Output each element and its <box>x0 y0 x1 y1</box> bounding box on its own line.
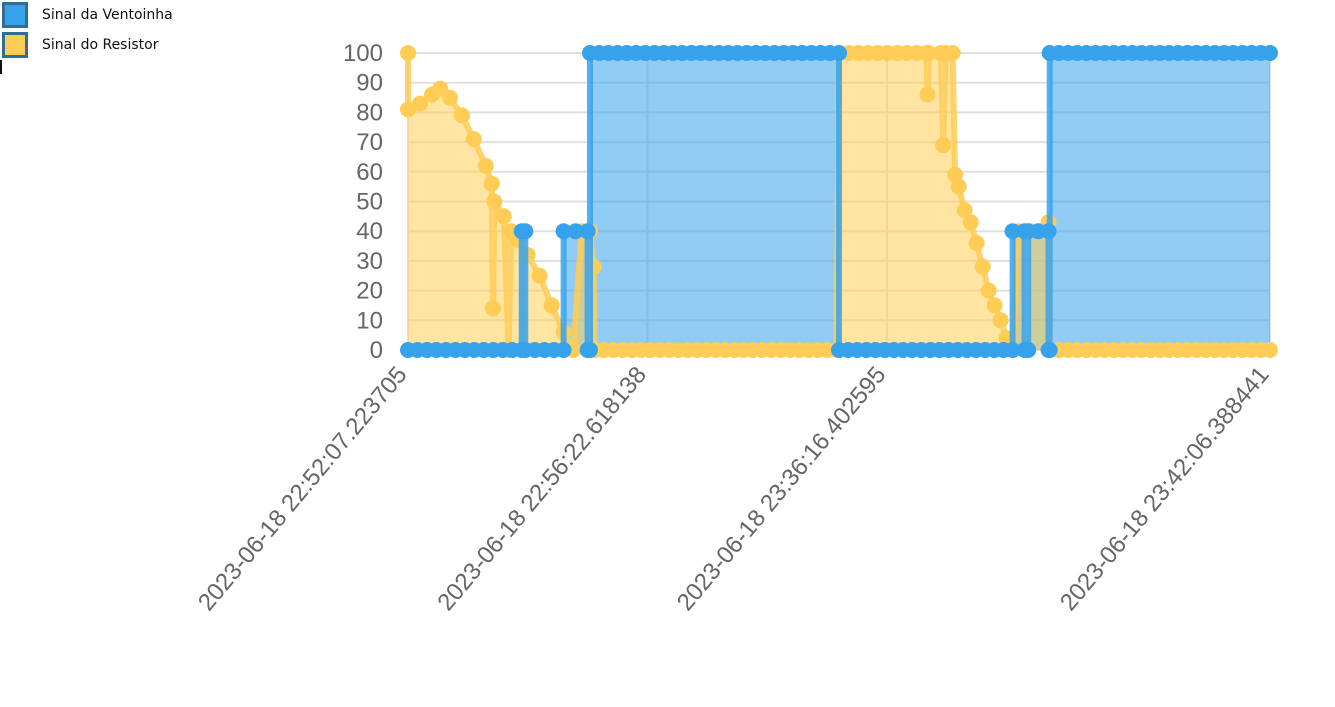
resistor-point <box>992 312 1009 329</box>
resistor-point <box>962 214 979 231</box>
resistor-point <box>935 137 952 154</box>
fan-point <box>582 342 598 358</box>
y-tick-label: 80 <box>356 99 383 126</box>
y-tick-label: 90 <box>356 70 383 97</box>
x-tick-label: 2023-06-18 23:36:16.402595 <box>672 362 892 617</box>
y-tick-label: 10 <box>356 307 383 334</box>
resistor-point <box>441 89 458 106</box>
fan-point <box>517 223 534 240</box>
legend-item-resistor[interactable]: Sinal do Resistor <box>2 30 158 60</box>
x-axis-ticks: 2023-06-18 22:52:07.223705 2023-06-18 22:… <box>193 362 1275 617</box>
x-tick-label: 2023-06-18 23:42:06.388441 <box>1055 362 1275 617</box>
y-tick-label: 60 <box>356 159 383 186</box>
y-tick-label: 40 <box>356 218 383 245</box>
resistor-point <box>543 297 560 314</box>
legend-item-fan[interactable]: Sinal da Ventoinha <box>2 0 173 30</box>
resistor-point <box>495 208 512 225</box>
legend-label-resistor: Sinal do Resistor <box>42 37 159 53</box>
resistor-point <box>1262 342 1278 358</box>
x-tick-label: 2023-06-18 22:52:07.223705 <box>193 362 413 617</box>
fan-point <box>555 342 572 358</box>
chart-legend: Sinal da Ventoinha Sinal do Resistor <box>0 0 240 80</box>
legend-marker <box>0 60 2 74</box>
fan-line <box>408 50 1270 353</box>
legend-label-fan: Sinal da Ventoinha <box>42 7 173 23</box>
fan-point <box>1262 45 1278 61</box>
fan-point <box>1004 342 1021 358</box>
resistor-point <box>412 95 428 112</box>
fan-point <box>1041 342 1058 358</box>
legend-swatch-resistor <box>2 32 28 58</box>
fan-point <box>555 223 572 240</box>
resistor-point <box>400 101 416 118</box>
legend-swatch-fan <box>2 2 28 28</box>
resistor-point <box>950 178 967 195</box>
y-tick-label: 30 <box>356 248 383 275</box>
resistor-point <box>465 131 482 148</box>
resistor-point <box>944 45 961 61</box>
fan-point <box>1040 223 1057 240</box>
resistor-point <box>453 107 470 124</box>
resistor-point <box>980 282 997 299</box>
resistor-point <box>483 175 500 192</box>
fan-point <box>831 45 847 61</box>
resistor-point <box>486 193 503 210</box>
fan-point <box>1004 223 1021 240</box>
resistor-point <box>919 86 936 103</box>
resistor-point <box>485 300 501 317</box>
resistor-point <box>968 235 985 252</box>
resistor-point <box>956 202 973 219</box>
y-tick-label: 20 <box>356 278 383 305</box>
resistor-point <box>920 45 937 61</box>
resistor-point <box>986 297 1003 314</box>
fan-series <box>400 45 1278 358</box>
resistor-point <box>974 258 991 275</box>
y-tick-label: 70 <box>356 129 383 156</box>
y-tick-label: 100 <box>343 40 383 67</box>
resistor-point <box>400 45 416 61</box>
fan-point <box>579 223 596 240</box>
y-tick-label: 0 <box>370 337 383 364</box>
resistor-point <box>477 157 494 174</box>
fan-point <box>567 223 584 240</box>
resistor-point <box>531 267 548 284</box>
fan-point <box>1020 342 1037 358</box>
x-tick-label: 2023-06-18 22:56:22.618138 <box>432 362 652 617</box>
y-tick-label: 50 <box>356 189 383 216</box>
